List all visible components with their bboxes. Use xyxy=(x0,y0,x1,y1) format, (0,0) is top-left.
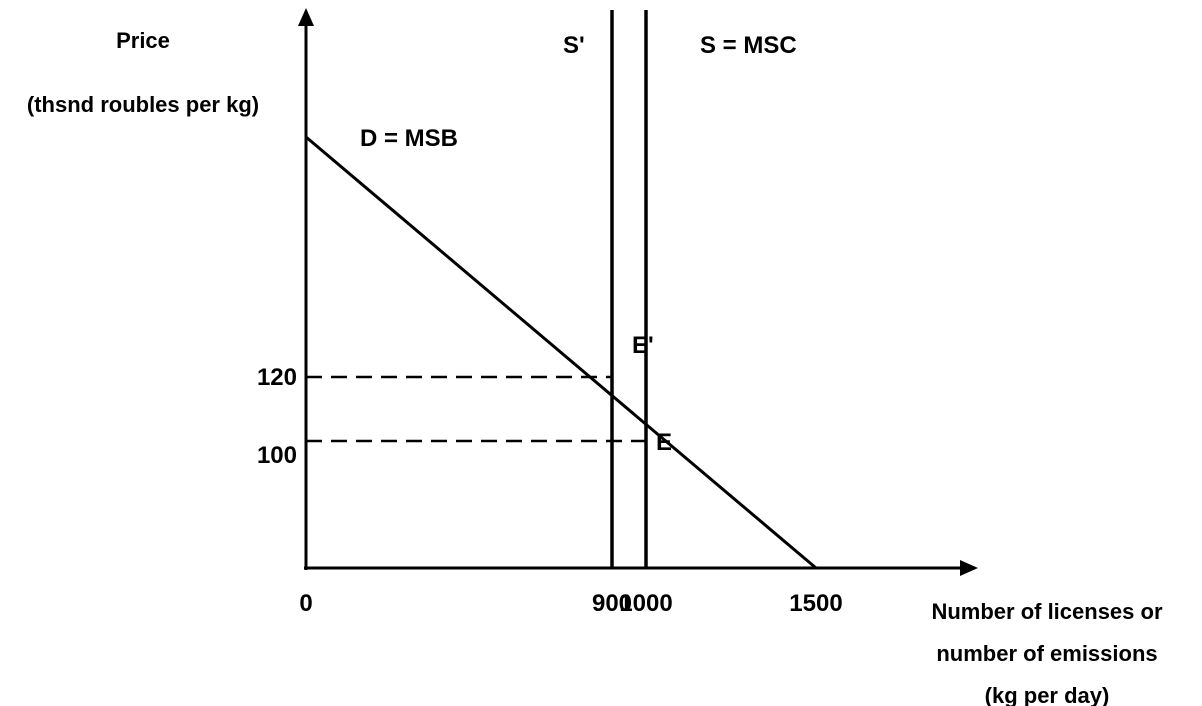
point-label-e: E xyxy=(656,429,672,456)
series-layer xyxy=(305,10,817,570)
guides-layer xyxy=(306,375,646,443)
y-axis-title-line-1: Price xyxy=(116,28,170,53)
x-tick-label-0: 0 xyxy=(299,590,312,617)
y-tick-label-100: 100 xyxy=(257,442,297,469)
y-axis-title-line-2: (thsnd roubles per kg) xyxy=(27,92,259,117)
curve-label-s-msc: S = MSC xyxy=(700,32,797,59)
x-tick-label-1500: 1500 xyxy=(789,590,842,617)
x-axis-arrowhead xyxy=(960,560,978,576)
x-axis-title-line-1: Number of licenses or xyxy=(931,599,1163,624)
series-line-d-msb xyxy=(305,135,817,570)
curve-label-s: S' xyxy=(563,32,585,59)
curve-label-d-msb: D = MSB xyxy=(360,125,458,152)
x-axis-title-line-2: number of emissions xyxy=(936,641,1157,666)
y-tick-label-120: 120 xyxy=(257,364,297,391)
y-axis-arrowhead xyxy=(298,8,314,26)
x-axis-title-line-3: (kg per day) xyxy=(985,683,1110,706)
axes xyxy=(298,8,978,576)
point-label-e-prime: E' xyxy=(632,332,654,359)
x-tick-label-1000: 1000 xyxy=(619,590,672,617)
x-tick-label-900: 900 xyxy=(592,590,632,617)
